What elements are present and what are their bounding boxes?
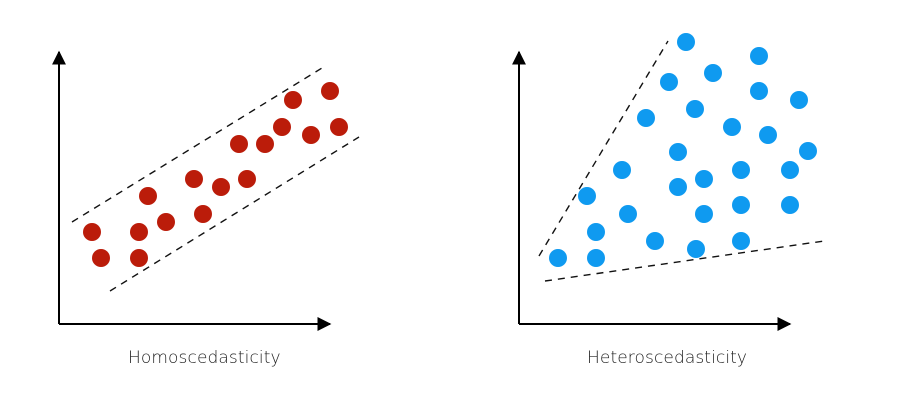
- data-point: [139, 187, 157, 205]
- data-point: [677, 33, 695, 51]
- data-point: [669, 143, 687, 161]
- data-point: [646, 232, 664, 250]
- data-point: [587, 249, 605, 267]
- data-point: [83, 223, 101, 241]
- data-point: [130, 249, 148, 267]
- bound-line-lower: [109, 136, 360, 292]
- heteroscedasticity-caption: Heteroscedasticity: [587, 348, 748, 368]
- heteroscedasticity-plot: [512, 33, 825, 331]
- data-point: [732, 196, 750, 214]
- data-point: [759, 126, 777, 144]
- data-point: [230, 135, 248, 153]
- data-point: [587, 223, 605, 241]
- data-point: [732, 161, 750, 179]
- data-point: [302, 126, 320, 144]
- data-point: [686, 100, 704, 118]
- data-point: [781, 196, 799, 214]
- data-point: [185, 170, 203, 188]
- bound-line-lower: [544, 240, 825, 282]
- data-point: [750, 82, 768, 100]
- data-point: [750, 47, 768, 65]
- data-point: [790, 91, 808, 109]
- data-point: [549, 249, 567, 267]
- data-point: [157, 213, 175, 231]
- data-point: [695, 170, 713, 188]
- data-point: [781, 161, 799, 179]
- data-point: [799, 142, 817, 160]
- data-point: [723, 118, 741, 136]
- data-point: [637, 109, 655, 127]
- data-point: [619, 205, 637, 223]
- data-point: [660, 73, 678, 91]
- data-point: [330, 118, 348, 136]
- data-point: [687, 240, 705, 258]
- bound-line-upper: [71, 67, 323, 223]
- data-point: [578, 187, 596, 205]
- data-point: [130, 223, 148, 241]
- data-point: [273, 118, 291, 136]
- data-point: [732, 232, 750, 250]
- homoscedasticity-caption: Homoscedasticity: [128, 348, 281, 368]
- homoscedasticity-plot: [52, 50, 360, 331]
- data-point: [238, 170, 256, 188]
- data-point: [256, 135, 274, 153]
- bound-line-upper: [538, 40, 669, 257]
- data-point: [695, 205, 713, 223]
- data-point: [92, 249, 110, 267]
- data-point: [669, 178, 687, 196]
- data-point: [212, 178, 230, 196]
- data-point: [321, 82, 339, 100]
- data-point: [613, 161, 631, 179]
- data-point: [284, 91, 302, 109]
- data-point: [704, 64, 722, 82]
- data-point: [194, 205, 212, 223]
